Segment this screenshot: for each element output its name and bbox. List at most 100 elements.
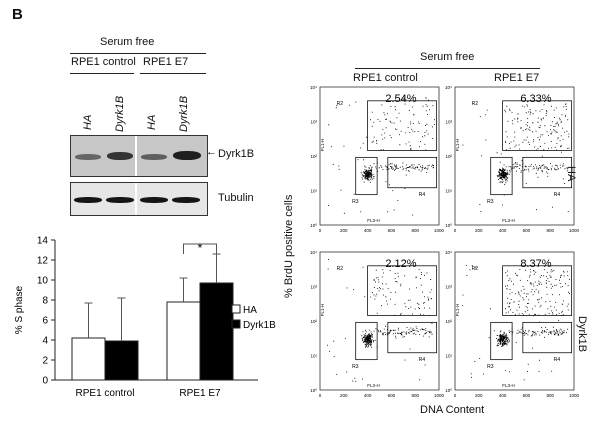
flow-gate-label-r3: R3 [352, 199, 359, 205]
panel-label: B [12, 6, 23, 23]
blot-tubulin-membrane [70, 182, 208, 216]
flow-dots [327, 259, 433, 382]
flow-x-tick-label: 600 [388, 228, 396, 233]
flow-plot-ylabel: FL1-H [455, 139, 460, 152]
flow-percentage: 6.33% [520, 93, 551, 105]
y-tick-label: 10 [37, 276, 49, 287]
flow-plot-ylabel: FL1-H [320, 304, 325, 317]
flow-y-tick-label: 10² [445, 319, 452, 324]
significance-bracket [183, 243, 217, 254]
bar [199, 282, 234, 381]
flow-x-tick-label: 400 [364, 393, 372, 398]
blot-group-line-control [70, 73, 134, 74]
flow-condition-label: Serum free [420, 51, 475, 63]
flow-x-tick-label: 800 [546, 228, 554, 233]
legend-label: HA [243, 305, 257, 316]
blot-dyrk1b-membrane [70, 135, 208, 177]
flow-column-label-control: RPE1 control [353, 72, 418, 84]
flow-gate-r2 [367, 100, 438, 151]
flow-y-tick-label: 10⁰ [310, 388, 317, 393]
flow-y-tick-label: 10³ [310, 285, 317, 290]
blot-splice-divider [135, 136, 137, 176]
blot-condition-line [70, 53, 206, 54]
flow-x-tick-label: 600 [388, 393, 396, 398]
y-axis-label: % S phase [14, 285, 25, 334]
y-tick-label: 4 [42, 336, 48, 347]
flow-plot: 0 200 400 600 800 1000 10⁰ 10¹ 10² 10³ 10⁴ FL3-H FL1… [310, 250, 444, 398]
flow-plot: 0 200 400 600 800 1000 10⁰ 10¹ 10² 10³ 10⁴ FL3-H FL1… [445, 85, 579, 233]
flow-plot-xlabel: FL3-H [367, 383, 380, 388]
flow-gate-r4 [387, 321, 438, 354]
band-dyrk1b-lane-3 [141, 154, 167, 160]
flow-gate-label-r2: R2 [337, 101, 344, 107]
flow-gate-r4 [387, 156, 438, 189]
arrow-icon: ← [206, 146, 217, 158]
flow-gate-r3 [490, 156, 513, 196]
significance-star: * [198, 241, 203, 255]
flow-y-tick-label: 10⁴ [445, 85, 452, 90]
band-label-tubulin: Tubulin [218, 192, 254, 204]
flow-y-tick-label: 10³ [310, 120, 317, 125]
flow-x-tick-label: 400 [499, 393, 507, 398]
legend-swatch [231, 319, 241, 329]
flow-condition-line [355, 68, 540, 69]
y-tick-label: 14 [37, 236, 49, 247]
flow-percentage: 2.12% [385, 258, 416, 270]
flow-gate-label-r3: R3 [352, 364, 359, 370]
flow-y-tick-label: 10² [445, 154, 452, 159]
y-tick-label: 6 [42, 316, 48, 327]
flow-x-tick-label: 0 [454, 228, 457, 233]
flow-x-tick-label: 200 [475, 228, 483, 233]
band-tubulin-lane-3 [140, 197, 168, 203]
flow-y-tick-label: 10¹ [310, 189, 317, 194]
blot-group-label-e7: RPE1 E7 [143, 56, 189, 68]
legend-swatch [231, 304, 241, 314]
flow-y-tick-label: 10⁰ [445, 388, 452, 393]
flow-y-tick-label: 10² [310, 154, 317, 159]
flow-y-tick-label: 10⁰ [445, 223, 452, 228]
flow-percentage: 2.54% [385, 93, 416, 105]
flow-y-tick-label: 10³ [445, 120, 452, 125]
flow-gate-label-r2: R2 [472, 266, 479, 272]
flow-gate-label-r3: R3 [487, 364, 494, 370]
y-tick-label: 0 [42, 376, 48, 387]
flow-gate-label-r4: R4 [419, 357, 426, 363]
blot-condition-label: Serum free [100, 36, 155, 48]
flow-column-label-e7: RPE1 E7 [494, 72, 540, 84]
flow-x-tick-label: 800 [546, 393, 554, 398]
flow-plot-ylabel: FL1-H [455, 304, 460, 317]
flow-x-tick-label: 600 [523, 228, 531, 233]
flow-y-tick-label: 10⁰ [310, 223, 317, 228]
flow-x-tick-label: 1000 [569, 393, 580, 398]
flow-y-tick-label: 10⁴ [310, 85, 317, 90]
flow-gate-r3 [355, 321, 378, 361]
flow-x-tick-label: 0 [319, 393, 322, 398]
flow-x-tick-label: 800 [411, 228, 419, 233]
flow-y-tick-label: 10¹ [310, 354, 317, 359]
flow-x-tick-label: 200 [340, 228, 348, 233]
flow-x-tick-label: 1000 [569, 228, 580, 233]
flow-x-tick-label: 600 [523, 393, 531, 398]
band-label-dyrk1b: Dyrk1B [218, 148, 255, 160]
flow-x-tick-label: 0 [319, 228, 322, 233]
flow-x-tick-label: 1000 [434, 393, 445, 398]
flow-plot-xlabel: FL3-H [502, 383, 515, 388]
flow-gate-label-r3: R3 [487, 199, 494, 205]
flow-plot-xlabel: FL3-H [367, 218, 380, 223]
x-category-label: RPE1 control [76, 388, 135, 399]
band-tubulin-lane-2 [106, 197, 134, 203]
flow-y-tick-label: 10² [310, 319, 317, 324]
y-tick-label: 8 [42, 296, 48, 307]
flow-y-tick-label: 10³ [445, 285, 452, 290]
flow-y-tick-label: 10⁴ [445, 250, 452, 255]
flow-plot-frame [454, 86, 575, 226]
blot-group-line-e7 [140, 73, 206, 74]
flow-y-tick-label: 10⁴ [310, 250, 317, 255]
band-dyrk1b-lane-4 [173, 151, 201, 160]
flow-plot: 0 200 400 600 800 1000 10⁰ 10¹ 10² 10³ 10⁴ FL3-H FL1… [310, 85, 444, 233]
flow-gate-label-r2: R2 [337, 266, 344, 272]
flow-gate-r3 [355, 156, 378, 196]
flow-x-tick-label: 0 [454, 393, 457, 398]
